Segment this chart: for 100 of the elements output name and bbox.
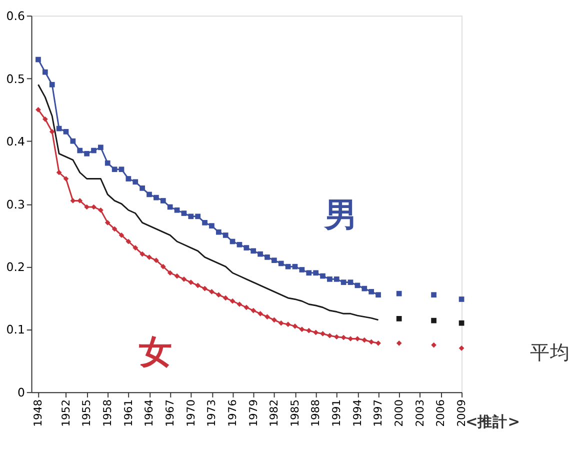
point bbox=[320, 331, 326, 336]
point bbox=[216, 292, 222, 298]
y-tick-label: 0.6 bbox=[6, 9, 25, 24]
point bbox=[396, 290, 402, 296]
point bbox=[112, 226, 118, 232]
point bbox=[160, 198, 166, 204]
point bbox=[313, 330, 318, 336]
y-tick-label: 0.5 bbox=[6, 72, 25, 86]
x-tick-label: 1973 bbox=[205, 399, 218, 427]
point bbox=[396, 316, 402, 322]
point bbox=[327, 276, 332, 282]
point bbox=[84, 150, 90, 156]
point bbox=[236, 242, 242, 248]
point bbox=[104, 220, 110, 226]
point bbox=[91, 148, 96, 154]
x-tick-label: 1961 bbox=[122, 399, 135, 427]
point bbox=[112, 166, 118, 172]
point bbox=[154, 194, 159, 200]
point bbox=[167, 270, 173, 276]
point bbox=[250, 308, 256, 314]
x-tick-label: 1976 bbox=[226, 399, 239, 427]
x-tick-label: 2009 bbox=[454, 399, 468, 427]
point bbox=[272, 258, 277, 264]
point bbox=[368, 339, 374, 345]
point bbox=[396, 340, 402, 346]
x-tick-label: 1985 bbox=[288, 399, 302, 427]
point bbox=[174, 273, 180, 279]
point bbox=[63, 129, 69, 134]
text: 平均 bbox=[530, 340, 570, 364]
x-tick-label: 2006 bbox=[434, 399, 448, 427]
point bbox=[202, 220, 208, 226]
point bbox=[334, 334, 340, 340]
point bbox=[340, 280, 346, 285]
point bbox=[299, 326, 305, 332]
x-tick-label: 1964 bbox=[142, 399, 156, 427]
point bbox=[272, 317, 277, 323]
point bbox=[140, 251, 146, 257]
point bbox=[36, 56, 41, 62]
point bbox=[334, 276, 340, 282]
point bbox=[188, 214, 194, 220]
point bbox=[209, 289, 214, 294]
point bbox=[258, 251, 263, 257]
point bbox=[98, 207, 104, 213]
point bbox=[376, 340, 381, 346]
x-tick-label: 1988 bbox=[309, 399, 322, 427]
point bbox=[299, 267, 305, 272]
point bbox=[431, 318, 436, 324]
y-tick-label: 0.3 bbox=[6, 197, 25, 212]
point bbox=[222, 295, 228, 301]
point bbox=[126, 238, 132, 244]
text: <推計> bbox=[465, 413, 520, 430]
point bbox=[285, 322, 291, 328]
point bbox=[230, 298, 236, 304]
point bbox=[216, 229, 222, 235]
y-tick-label: 0.4 bbox=[6, 134, 25, 149]
point bbox=[264, 314, 270, 320]
y-tick-label: 0.1 bbox=[6, 322, 25, 337]
point bbox=[306, 270, 312, 276]
point bbox=[244, 304, 250, 310]
point bbox=[458, 345, 464, 351]
x-tick-label: 1958 bbox=[101, 399, 114, 427]
point bbox=[188, 280, 194, 285]
point bbox=[195, 282, 201, 288]
point bbox=[327, 332, 332, 338]
point bbox=[285, 264, 291, 270]
point bbox=[362, 337, 368, 343]
series-label: 男 bbox=[324, 194, 358, 234]
x-tick-label: 2003 bbox=[413, 399, 426, 427]
point bbox=[202, 286, 208, 292]
point bbox=[36, 107, 41, 112]
x-tick-label: 1979 bbox=[246, 399, 260, 427]
x-tick-label: 1982 bbox=[268, 399, 281, 427]
point bbox=[278, 260, 284, 266]
point bbox=[278, 320, 284, 326]
point bbox=[77, 148, 83, 154]
x-tick-label: 2000 bbox=[392, 399, 406, 427]
y-tick-label: 0.2 bbox=[6, 260, 25, 274]
x-tick-label: 1952 bbox=[59, 399, 72, 427]
point bbox=[56, 170, 62, 176]
point bbox=[160, 264, 166, 270]
point bbox=[292, 264, 298, 270]
point bbox=[132, 245, 138, 250]
point bbox=[104, 160, 110, 166]
x-tick-label: 1948 bbox=[32, 399, 45, 427]
point bbox=[306, 328, 312, 334]
x-tick-label: 1970 bbox=[184, 399, 198, 427]
point bbox=[154, 258, 159, 264]
point bbox=[362, 286, 368, 292]
point bbox=[132, 179, 138, 185]
point bbox=[222, 232, 228, 238]
point bbox=[174, 207, 180, 213]
line-series bbox=[37, 84, 380, 321]
point bbox=[118, 166, 124, 172]
point bbox=[126, 176, 132, 182]
point bbox=[313, 270, 318, 276]
point bbox=[458, 296, 464, 302]
point bbox=[42, 116, 48, 122]
point bbox=[258, 310, 263, 316]
point bbox=[181, 210, 187, 216]
point bbox=[140, 185, 145, 191]
